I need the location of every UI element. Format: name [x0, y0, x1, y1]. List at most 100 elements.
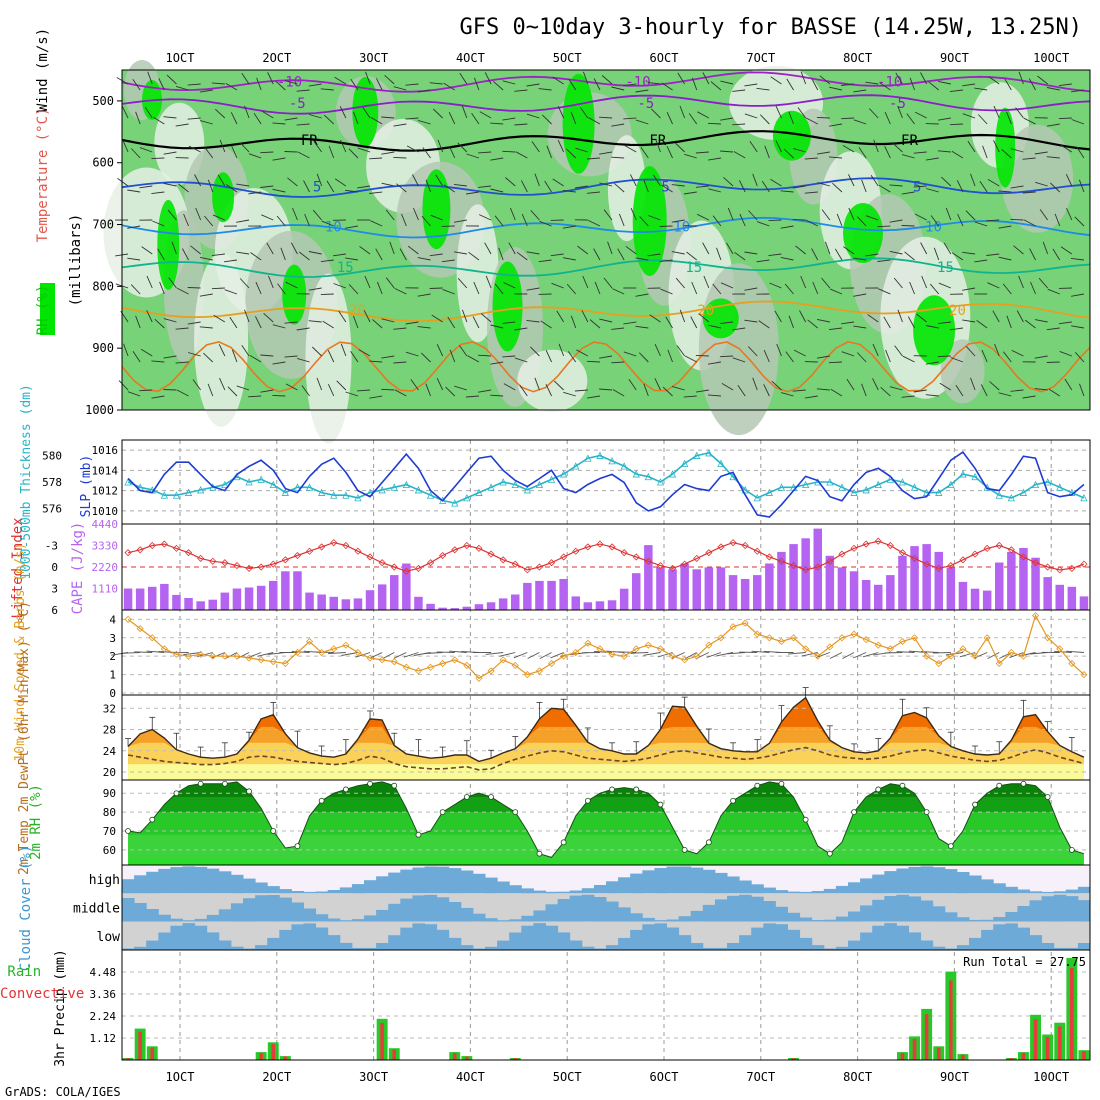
- wind10m-barb: [122, 652, 141, 654]
- wind-barb: [340, 139, 347, 153]
- wind-barb: [188, 145, 201, 153]
- wind-barb: [921, 275, 928, 289]
- wind10m-barb: [706, 652, 722, 658]
- wind-barb: [214, 108, 226, 119]
- li-point: [572, 547, 580, 555]
- wind-barb: [260, 151, 274, 154]
- wind-barb: [123, 343, 129, 357]
- cape-bar: [462, 606, 472, 610]
- wind-barb: [534, 173, 540, 187]
- wind-barb: [284, 117, 298, 121]
- thickness-line-point: [596, 451, 604, 459]
- thickness-line-point: [668, 470, 677, 478]
- cloud-bar-high: [182, 866, 196, 894]
- wind-barb: [502, 321, 516, 324]
- cloud-bar-high: [581, 888, 595, 894]
- wind-barb: [842, 145, 855, 153]
- wind-barb: [478, 389, 492, 393]
- wind-barb: [780, 190, 794, 193]
- wind-barb: [338, 310, 347, 323]
- thickness-line-point: [269, 480, 277, 489]
- wind-barb: [660, 288, 673, 295]
- wind-barb: [868, 108, 879, 119]
- bottom-time-label-3oct: 3OCT: [359, 1070, 388, 1084]
- thickness-line-point: [850, 488, 858, 496]
- precip-convective-bar: [126, 1058, 130, 1060]
- wind-barb: [248, 191, 262, 195]
- wind-barb: [655, 139, 661, 153]
- li-point: [826, 557, 834, 565]
- wind-barb: [630, 207, 637, 221]
- wind-barb: [393, 361, 407, 364]
- upper-air-ylabel-3: (millibars): [68, 214, 84, 307]
- cloud-bar-low: [727, 943, 740, 950]
- precip-total-legend: Total / Rain: [0, 964, 41, 980]
- wind-barb: [720, 80, 734, 85]
- thickness-line-point: [644, 472, 652, 481]
- wind-barb: [867, 314, 879, 323]
- cape-bar: [813, 528, 822, 610]
- wind-barb: [190, 245, 201, 255]
- wind-barb: [861, 179, 867, 193]
- wind-barb: [821, 209, 831, 221]
- li-point: [668, 564, 677, 572]
- wind-barb: [920, 242, 928, 255]
- cape-bar: [837, 567, 847, 610]
- isotherm-5: [121, 177, 1091, 198]
- wind-barb: [695, 354, 709, 357]
- wind-barb: [568, 78, 577, 91]
- cloud-bar-low: [642, 924, 655, 950]
- wind-barb: [727, 207, 734, 221]
- wind-barb: [804, 191, 818, 194]
- precip-convective-bar: [150, 1047, 154, 1060]
- cloud-bar-middle: [376, 909, 389, 922]
- wind-barb: [654, 344, 661, 357]
- wind-barb: [1060, 246, 1073, 255]
- wind-barb: [484, 242, 492, 255]
- wind-barb: [171, 241, 177, 255]
- wind-barb: [376, 281, 383, 295]
- wind-barb: [326, 180, 335, 193]
- rh-point: [584, 797, 591, 804]
- cloud-bar-middle: [557, 899, 571, 922]
- wind-tick-label-2: 2: [109, 650, 116, 663]
- wind-barb: [962, 83, 976, 87]
- thickness-line-point: [910, 483, 919, 491]
- cloud-bar-low: [364, 947, 377, 950]
- wind-barb: [250, 252, 262, 261]
- cloud-bar-low: [920, 940, 934, 950]
- wind-barb: [744, 287, 758, 291]
- wind-barb: [577, 245, 589, 255]
- wind-barb: [490, 188, 504, 193]
- wind-barb: [139, 185, 153, 189]
- wind-barb: [1054, 213, 1061, 227]
- cloud-bar-low: [533, 923, 546, 950]
- wind-barb: [974, 221, 988, 227]
- wind-barb: [1059, 350, 1073, 357]
- wind-speed-point: [632, 645, 640, 653]
- li-point: [765, 553, 773, 561]
- wind-barb: [873, 139, 879, 153]
- wind-barb: [832, 182, 843, 193]
- li-point: [354, 547, 362, 555]
- wind10m-barb: [974, 652, 988, 659]
- cloud-bar-low: [811, 945, 825, 950]
- wind-barb: [846, 378, 855, 391]
- wind-barb: [430, 214, 443, 221]
- wind10m-barb: [618, 651, 637, 653]
- wind-barb: [194, 174, 202, 187]
- wind-barb: [805, 219, 818, 227]
- wind-barb: [236, 219, 250, 223]
- cloud-bar-high: [557, 891, 571, 894]
- wind-barb: [720, 321, 734, 324]
- wind-speed-point: [717, 634, 725, 642]
- thickness-line-point: [257, 475, 265, 483]
- li-point: [741, 541, 749, 550]
- thickness-line-point: [838, 483, 846, 491]
- thickness-line-point: [572, 462, 580, 470]
- top-time-label-9oct: 9OCT: [940, 51, 969, 65]
- wind-barb: [937, 355, 951, 358]
- wind-speed-point: [681, 656, 689, 664]
- thickness-tick-label-578: 578: [42, 476, 62, 489]
- wind-speed-point: [475, 674, 483, 682]
